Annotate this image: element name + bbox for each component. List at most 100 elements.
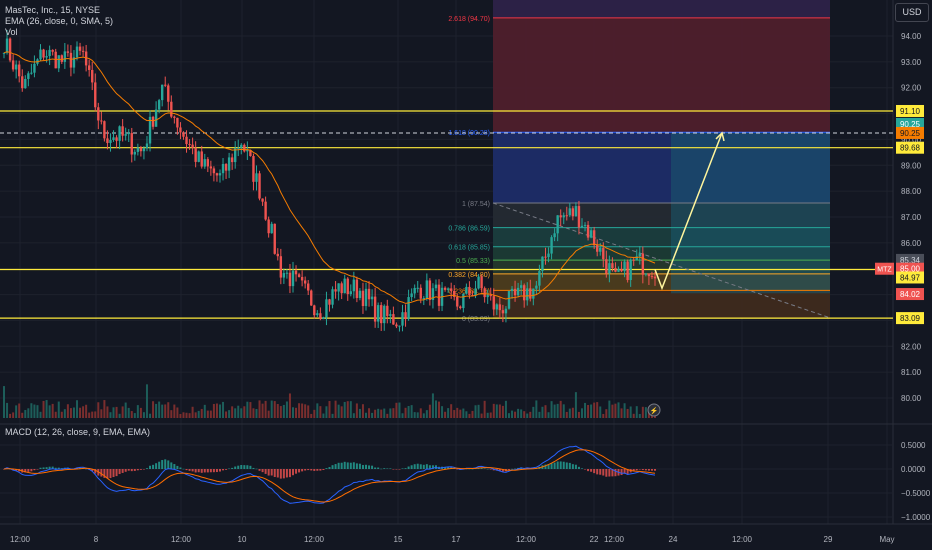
macd-histogram-bar: [456, 469, 459, 470]
price-tag-label: 84.97: [900, 273, 921, 282]
price-tag: [896, 104, 924, 117]
macd-histogram-bar: [635, 469, 638, 471]
macd-histogram-bar: [358, 463, 361, 469]
candle-body: [544, 256, 547, 258]
symbol-title[interactable]: MasTec, Inc., 15, NYSE: [5, 5, 101, 15]
candle-body: [267, 219, 270, 234]
volume-bar: [258, 400, 261, 418]
candle-body: [489, 294, 492, 297]
candle-body: [230, 157, 234, 163]
macd-histogram-bar: [632, 469, 635, 472]
candle-body: [307, 283, 310, 291]
candle-body: [632, 259, 635, 261]
volume-bar: [322, 413, 325, 418]
macd-histogram-bar: [228, 468, 231, 470]
volume-bar: [27, 408, 30, 418]
candle-body: [431, 288, 435, 300]
volume-bar: [267, 410, 270, 418]
volume-bar: [620, 408, 623, 418]
volume-bar: [295, 407, 298, 418]
macd-histogram-bar: [85, 468, 88, 470]
macd-histogram-bar: [288, 469, 291, 478]
volume-bar: [492, 403, 495, 418]
volume-bar: [48, 405, 51, 418]
volume-legend[interactable]: Vol: [5, 27, 18, 37]
macd-legend[interactable]: MACD (12, 26, close, 9, EMA, EMA): [5, 427, 151, 437]
volume-bar: [85, 404, 88, 418]
macd-histogram-bar: [468, 468, 471, 470]
volume-bar: [88, 412, 91, 418]
candle-body: [100, 120, 103, 122]
candle-body: [170, 101, 173, 117]
macd-histogram-bar: [416, 463, 419, 469]
candle-body: [513, 288, 517, 296]
volume-bar: [571, 407, 574, 418]
volume-bar: [547, 412, 550, 418]
volume-bar: [124, 402, 127, 418]
candle-body: [221, 163, 225, 174]
volume-bar: [328, 401, 331, 418]
volume-bars: [3, 384, 656, 418]
volume-bar: [520, 409, 523, 418]
volume-bar: [623, 403, 626, 418]
time-tick-label: 29: [824, 535, 833, 544]
volume-bar: [72, 407, 75, 418]
volume-bar: [474, 405, 477, 418]
macd-histogram-bar: [401, 468, 404, 469]
macd-histogram-bar: [556, 461, 559, 469]
volume-bar: [237, 405, 240, 418]
volume-bar: [21, 412, 24, 418]
candle-body: [237, 147, 240, 149]
price-tick-label: 88.00: [901, 187, 922, 196]
macd-histogram-bar: [12, 469, 15, 471]
candle-body: [446, 288, 450, 290]
macd-histogram-bar: [654, 469, 656, 471]
candle-body: [133, 151, 137, 155]
volume-bar: [349, 401, 352, 418]
volume-bar: [54, 411, 57, 418]
macd-histogram-bar: [112, 469, 115, 478]
fib-level-label: 0 (83.09): [462, 316, 490, 323]
volume-bar: [112, 407, 115, 418]
volume-bar: [33, 404, 36, 418]
volume-bar: [444, 411, 447, 418]
candle-body: [486, 294, 489, 298]
candle-body: [127, 133, 130, 135]
candle-body: [596, 245, 599, 252]
macd-histogram-bar: [197, 469, 200, 473]
volume-bar: [334, 400, 337, 418]
candle-body: [18, 64, 21, 77]
macd-histogram-bar: [30, 469, 33, 472]
macd-histogram-bar: [590, 469, 593, 472]
ema-legend[interactable]: EMA (26, close, 0, SMA, 5): [5, 16, 114, 26]
price-tick-label: 82.00: [901, 342, 922, 351]
candle-body: [8, 38, 12, 61]
volume-bar: [79, 407, 82, 418]
macd-histogram-bar: [550, 463, 553, 469]
candle-body: [106, 138, 109, 143]
volume-bar: [486, 412, 489, 418]
volume-bar: [501, 405, 504, 418]
volume-bar: [587, 405, 590, 418]
macd-histogram-bar: [152, 464, 155, 469]
price-tag: [896, 288, 924, 301]
fib-zone: [493, 290, 830, 319]
volume-bar: [617, 402, 620, 418]
time-tick-label: 15: [394, 535, 403, 544]
currency-button[interactable]: USD: [895, 3, 929, 22]
macd-histogram-bar: [553, 462, 556, 469]
price-tick-label: 90.00: [901, 135, 922, 144]
candle-body: [568, 208, 572, 216]
macd-histogram-bar: [340, 462, 343, 469]
candle-body: [2, 52, 6, 54]
fib-level-label: 1 (87.54): [462, 201, 490, 208]
macd-histogram-bar: [544, 464, 547, 469]
macd-histogram-bar: [27, 469, 30, 472]
volume-bar: [504, 400, 507, 418]
volume-bar: [152, 401, 155, 418]
candle-body: [84, 51, 88, 66]
volume-bar: [285, 401, 288, 418]
candle-body: [495, 304, 499, 310]
volume-bar: [559, 400, 562, 418]
